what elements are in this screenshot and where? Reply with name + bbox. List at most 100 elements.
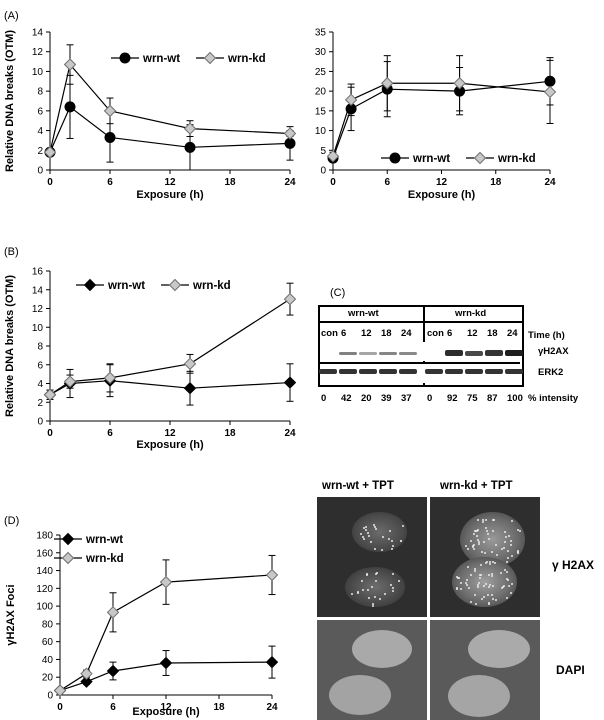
focus-dot <box>469 573 472 576</box>
legend-label-wrn-kd: wrn-kd <box>497 153 536 165</box>
focus-dot <box>351 593 354 596</box>
focus-dot <box>366 532 369 535</box>
micrograph-row2-label: DAPI <box>556 663 585 677</box>
legend-marker-wrn-wt <box>61 532 75 546</box>
focus-dot <box>487 585 490 588</box>
focus-dot <box>373 595 376 598</box>
focus-dot <box>491 597 494 600</box>
y-tick-label: 10 <box>32 67 44 78</box>
y-tick-label: 0 <box>320 166 326 177</box>
lane-label: 12 <box>467 328 478 339</box>
lane-label: 18 <box>487 328 498 339</box>
focus-dot <box>487 537 490 540</box>
legend-marker-wrn-kd <box>473 151 487 165</box>
micrograph-kd-dapi <box>430 620 540 720</box>
focus-dot <box>504 531 507 534</box>
focus-dot <box>372 523 375 526</box>
focus-dot <box>459 582 462 585</box>
focus-dot <box>356 591 359 594</box>
focus-dot <box>367 534 370 537</box>
focus-dot <box>509 592 512 595</box>
focus-dot <box>499 572 502 575</box>
focus-dot <box>507 585 510 588</box>
focus-dot <box>465 581 467 584</box>
focus-dot <box>487 533 490 536</box>
focus-dot <box>479 573 482 576</box>
y-tick-label: 10 <box>32 323 44 334</box>
focus-dot <box>473 568 476 571</box>
series-line-wrn-kd <box>332 82 551 157</box>
focus-dot <box>506 560 509 563</box>
focus-dot <box>477 584 480 587</box>
focus-dot <box>360 580 363 583</box>
legend-marker-wrn-kd <box>61 551 75 565</box>
lane-label: 24 <box>507 328 518 339</box>
focus-dot <box>481 520 484 523</box>
y-tick-label: 30 <box>315 47 327 58</box>
focus-dot <box>465 579 468 582</box>
x-tick-label: 6 <box>107 428 113 439</box>
y-tick-label: 4 <box>37 126 43 137</box>
focus-dot <box>487 594 489 597</box>
focus-dot <box>400 540 403 543</box>
focus-dot <box>510 543 513 546</box>
focus-dot <box>390 584 393 587</box>
focus-dot <box>491 584 494 587</box>
focus-dot <box>481 519 484 522</box>
legend-marker-wrn-wt <box>389 152 401 164</box>
lane-label: 12 <box>361 328 372 339</box>
data-point-wrn-wt <box>283 376 297 389</box>
micrograph-kd-h2ax <box>430 497 540 617</box>
y-tick-label: 160 <box>36 548 53 559</box>
focus-dot <box>389 529 392 532</box>
focus-dot <box>477 539 480 542</box>
data-point-wrn-kd <box>103 104 117 118</box>
focus-dot <box>490 551 493 554</box>
x-tick-label: 12 <box>164 177 176 188</box>
focus-dot <box>494 599 497 602</box>
data-point-wrn-kd <box>381 77 394 90</box>
y-tick-label: 100 <box>36 602 53 613</box>
focus-dot <box>491 573 494 576</box>
focus-dot <box>507 557 510 560</box>
data-point-wrn-wt <box>104 131 116 143</box>
focus-dot <box>506 550 509 553</box>
focus-dot <box>466 566 469 569</box>
legend-label-wrn-kd: wrn-kd <box>192 280 231 292</box>
data-point-wrn-wt <box>184 141 196 153</box>
y-tick-label: 0 <box>37 417 43 428</box>
focus-dot <box>507 579 510 582</box>
panel-label-b: (B) <box>4 246 19 258</box>
y-axis-label: Relative DNA breaks (OTM) <box>4 275 16 417</box>
erk2-band <box>339 369 357 374</box>
blot-header-line <box>318 321 522 323</box>
focus-dot <box>466 547 469 550</box>
x-axis-label: Exposure (h) <box>408 189 476 201</box>
focus-dot <box>516 528 519 531</box>
focus-dot <box>488 583 491 586</box>
focus-dot <box>465 545 468 548</box>
group-label-wt: wrn-wt <box>348 308 379 319</box>
focus-dot <box>398 579 401 582</box>
western-blot: wrn-wt wrn-kd con 6 12 18 24 con 6 12 18 24 Time … <box>318 305 598 404</box>
y-tick-label: 40 <box>42 655 54 666</box>
focus-dot <box>484 527 487 530</box>
focus-dot <box>357 590 360 593</box>
focus-dot <box>503 585 506 588</box>
focus-dot <box>457 576 460 579</box>
x-tick-label: 18 <box>224 428 236 439</box>
data-point-wrn-kd <box>106 606 120 619</box>
gamma-h2ax-band-row <box>320 342 520 361</box>
erk2-band <box>379 369 397 374</box>
erk2-band <box>445 369 463 374</box>
x-tick-label: 24 <box>284 177 296 188</box>
erk2-band <box>485 369 503 374</box>
lane-label: 18 <box>381 328 392 339</box>
focus-dot <box>491 518 494 521</box>
data-point-wrn-kd <box>543 85 557 99</box>
focus-dot <box>505 596 508 599</box>
nucleus <box>352 512 407 552</box>
focus-dot <box>495 544 497 546</box>
y-tick-label: 14 <box>32 285 44 296</box>
